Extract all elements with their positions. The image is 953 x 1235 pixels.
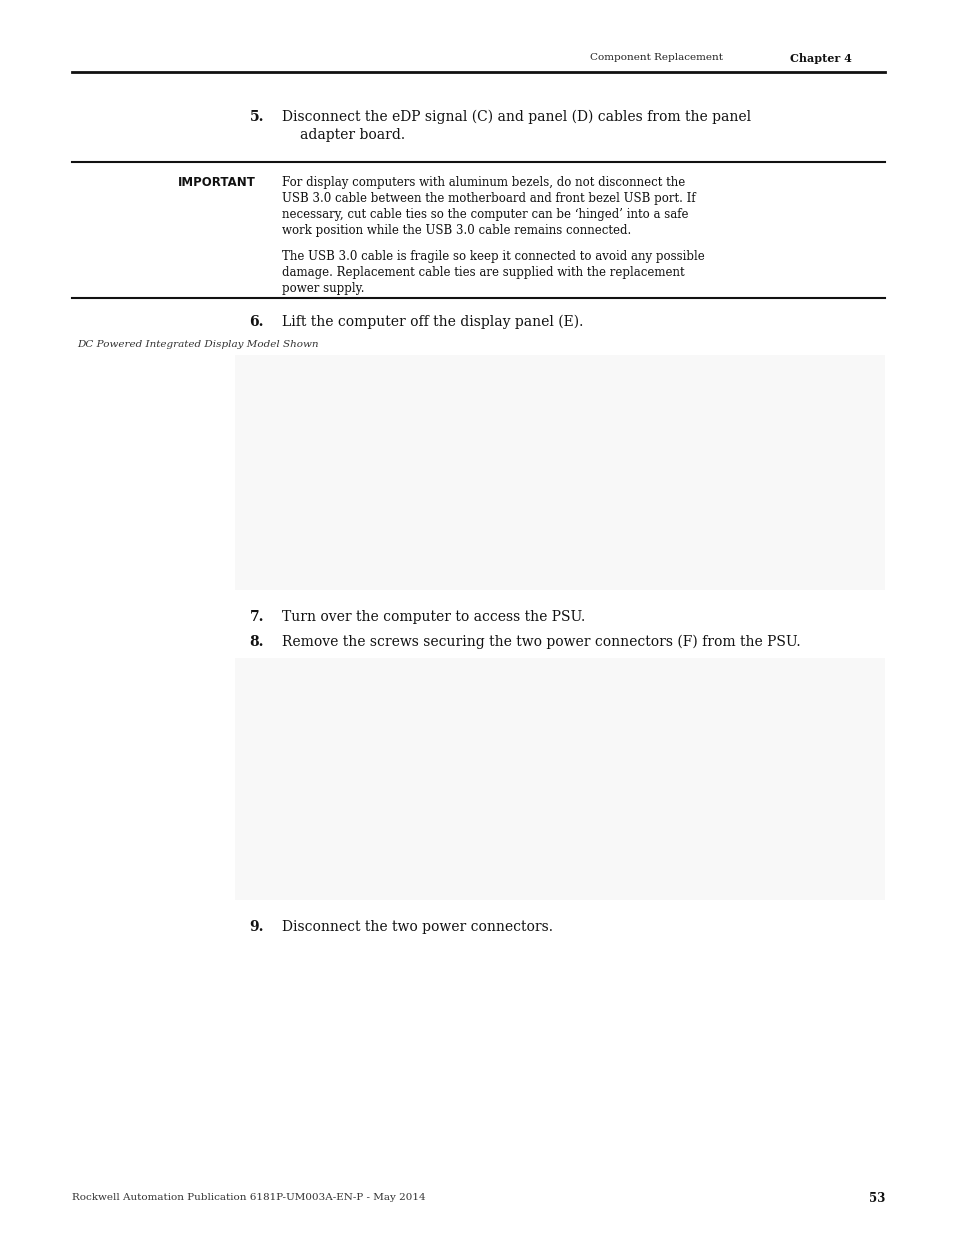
Text: adapter board.: adapter board. (299, 128, 405, 142)
Text: USB 3.0 cable between the motherboard and front bezel USB port. If: USB 3.0 cable between the motherboard an… (282, 191, 695, 205)
Bar (234, 658, 884, 900)
Text: 8.: 8. (250, 635, 264, 650)
Text: damage. Replacement cable ties are supplied with the replacement: damage. Replacement cable ties are suppl… (282, 266, 684, 279)
Text: Chapter 4: Chapter 4 (789, 53, 851, 63)
Bar (234, 354, 884, 590)
Text: IMPORTANT: IMPORTANT (178, 177, 255, 189)
Text: necessary, cut cable ties so the computer can be ‘hinged’ into a safe: necessary, cut cable ties so the compute… (282, 207, 688, 221)
Text: Rockwell Automation Publication 6181P-UM003A-EN-P - May 2014: Rockwell Automation Publication 6181P-UM… (71, 1193, 425, 1203)
Text: power supply.: power supply. (282, 282, 364, 295)
Text: Turn over the computer to access the PSU.: Turn over the computer to access the PSU… (282, 610, 584, 624)
Text: Remove the screws securing the two power connectors (F) from the PSU.: Remove the screws securing the two power… (282, 635, 800, 650)
Text: Component Replacement: Component Replacement (589, 53, 722, 63)
Text: 6.: 6. (250, 315, 264, 329)
Text: work position while the USB 3.0 cable remains connected.: work position while the USB 3.0 cable re… (282, 224, 631, 237)
Text: 7.: 7. (250, 610, 264, 624)
Text: DC Powered Integrated Display Model Shown: DC Powered Integrated Display Model Show… (77, 340, 318, 350)
Text: For display computers with aluminum bezels, do not disconnect the: For display computers with aluminum beze… (282, 177, 684, 189)
Text: Disconnect the eDP signal (C) and panel (D) cables from the panel: Disconnect the eDP signal (C) and panel … (282, 110, 750, 125)
Text: The USB 3.0 cable is fragile so keep it connected to avoid any possible: The USB 3.0 cable is fragile so keep it … (282, 249, 704, 263)
Text: 53: 53 (868, 1192, 884, 1204)
Text: 5.: 5. (250, 110, 264, 124)
Text: Disconnect the two power connectors.: Disconnect the two power connectors. (282, 920, 553, 934)
Text: 9.: 9. (250, 920, 264, 934)
Text: Lift the computer off the display panel (E).: Lift the computer off the display panel … (282, 315, 583, 330)
